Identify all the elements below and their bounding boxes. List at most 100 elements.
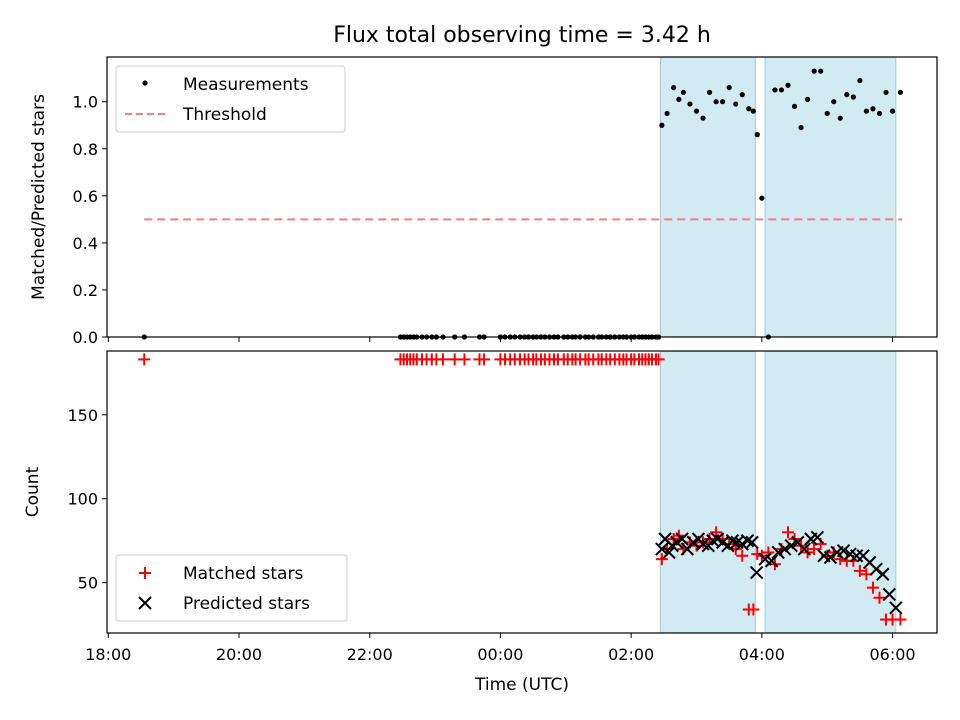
y-tick-label: 150 [67,406,98,425]
observing-window-1 [660,350,756,634]
x-tick-label: 02:00 [608,645,654,664]
predicted-stars-point [836,544,851,558]
x-tick-label: 18:00 [85,645,131,664]
predicted-stars-point [882,587,896,602]
measurement-point [857,77,863,84]
measurement-point [876,110,883,117]
measurement-point [671,84,677,91]
matched-stars-point [873,591,886,604]
measurement-point [811,68,817,74]
x-tick-label: 20:00 [216,645,262,664]
y-tick-label: 1.0 [73,93,98,112]
measurement-point [883,89,889,95]
matched-stars-point [138,353,151,366]
measurement-point [772,87,778,93]
measurement-point [659,122,665,128]
chart-title: Flux total observing time = 3.42 h [333,23,711,48]
legend-matched-label: Matched stars [183,564,303,584]
measurement-point [837,115,843,121]
measurement-point [824,110,830,117]
observing-window-1 [660,56,756,338]
x-tick-label: 00:00 [477,645,523,664]
x-tick-label: 22:00 [347,645,393,664]
measurement-point [726,84,732,91]
measurement-point [754,132,760,138]
measurement-point [759,195,765,201]
measurement-point [897,89,904,95]
measurement-point [791,103,798,110]
measurement-point [700,115,706,121]
measurement-point [804,96,811,102]
y-tick-label: 0.6 [73,187,98,206]
predicted-stars-point [876,567,890,581]
measurement-point [676,96,682,102]
x-axis-label: Time (UTC) [474,675,569,695]
matched-stars-point [808,543,821,556]
measurement-point [733,101,739,107]
count-y-axis-label: Count [23,466,43,517]
measurement-point [746,106,752,112]
y-tick-label: 100 [67,490,98,509]
count-legend: Matched stars Predicted stars [115,554,348,622]
legend-matched-marker [139,567,151,579]
measurement-point [863,108,870,114]
matched-stars-point [747,603,760,616]
y-tick-label: 0.8 [73,140,98,159]
measurement-point [889,108,896,114]
measurement-point [844,92,850,98]
ratio-y-axis-label: Matched/Predicted stars [29,94,49,300]
measurement-point [750,108,756,114]
ratio-plot-frame [106,56,938,338]
matched-stars-point [781,526,794,539]
predicted-stars-point [655,542,669,556]
predicted-stars-point [810,530,825,545]
measurement-point [739,92,745,98]
ratio-panel: 0.0 0.2 0.4 0.6 0.8 1.0 Matched/Predicted sta… [29,56,938,347]
measurement-point [785,82,791,88]
count-plot-frame [106,350,938,634]
matched-stars-point [853,564,866,577]
legend-threshold-label: Threshold [182,105,267,125]
predicted-stars-point [675,532,689,546]
matched-stars-point [478,353,491,366]
matched-stars-point [655,553,668,566]
matched-stars-point [866,581,879,594]
matched-stars-point [436,353,449,366]
measurement-point [720,99,726,105]
y-tick-label: 0.2 [73,281,98,300]
matched-stars-point [736,549,749,562]
measurement-point [680,89,687,95]
legend-predicted-label: Predicted stars [183,594,310,614]
measurement-point [831,99,837,105]
predicted-stars-point [749,565,764,580]
y-tick-label: 50 [78,574,98,593]
measurement-point [870,106,876,112]
matched-stars-point [894,613,907,626]
measurement-point [713,99,719,105]
predicted-stars-point [771,545,785,560]
predicted-stars-point [778,542,792,556]
measurement-point [850,94,856,100]
legend-measurements-label: Measurements [183,75,309,95]
measurement-point [706,89,713,95]
predicted-stars-point [784,539,798,553]
observing-window-2 [764,350,897,634]
predicted-stars-point [764,554,779,568]
count-panel: 50 100 150 18:00 20:00 22:00 00:00 02:00 04:00 0… [23,350,938,695]
x-tick-label: 04:00 [739,645,785,664]
predicted-stars-point [740,533,755,548]
predicted-stars-point [849,549,864,563]
matched-stars-point [652,353,665,366]
measurement-point [664,110,670,117]
legend-predicted-marker [138,596,152,610]
predicted-stars-point [745,535,759,550]
predicted-stars-point [823,550,838,565]
predicted-stars-point [662,545,676,560]
predicted-stars-point [725,533,740,548]
observing-window-2 [764,56,897,338]
y-tick-label: 0.4 [73,234,98,253]
measurement-point [693,108,700,114]
predicted-stars-point [869,562,883,576]
matched-stars-point [458,353,471,366]
